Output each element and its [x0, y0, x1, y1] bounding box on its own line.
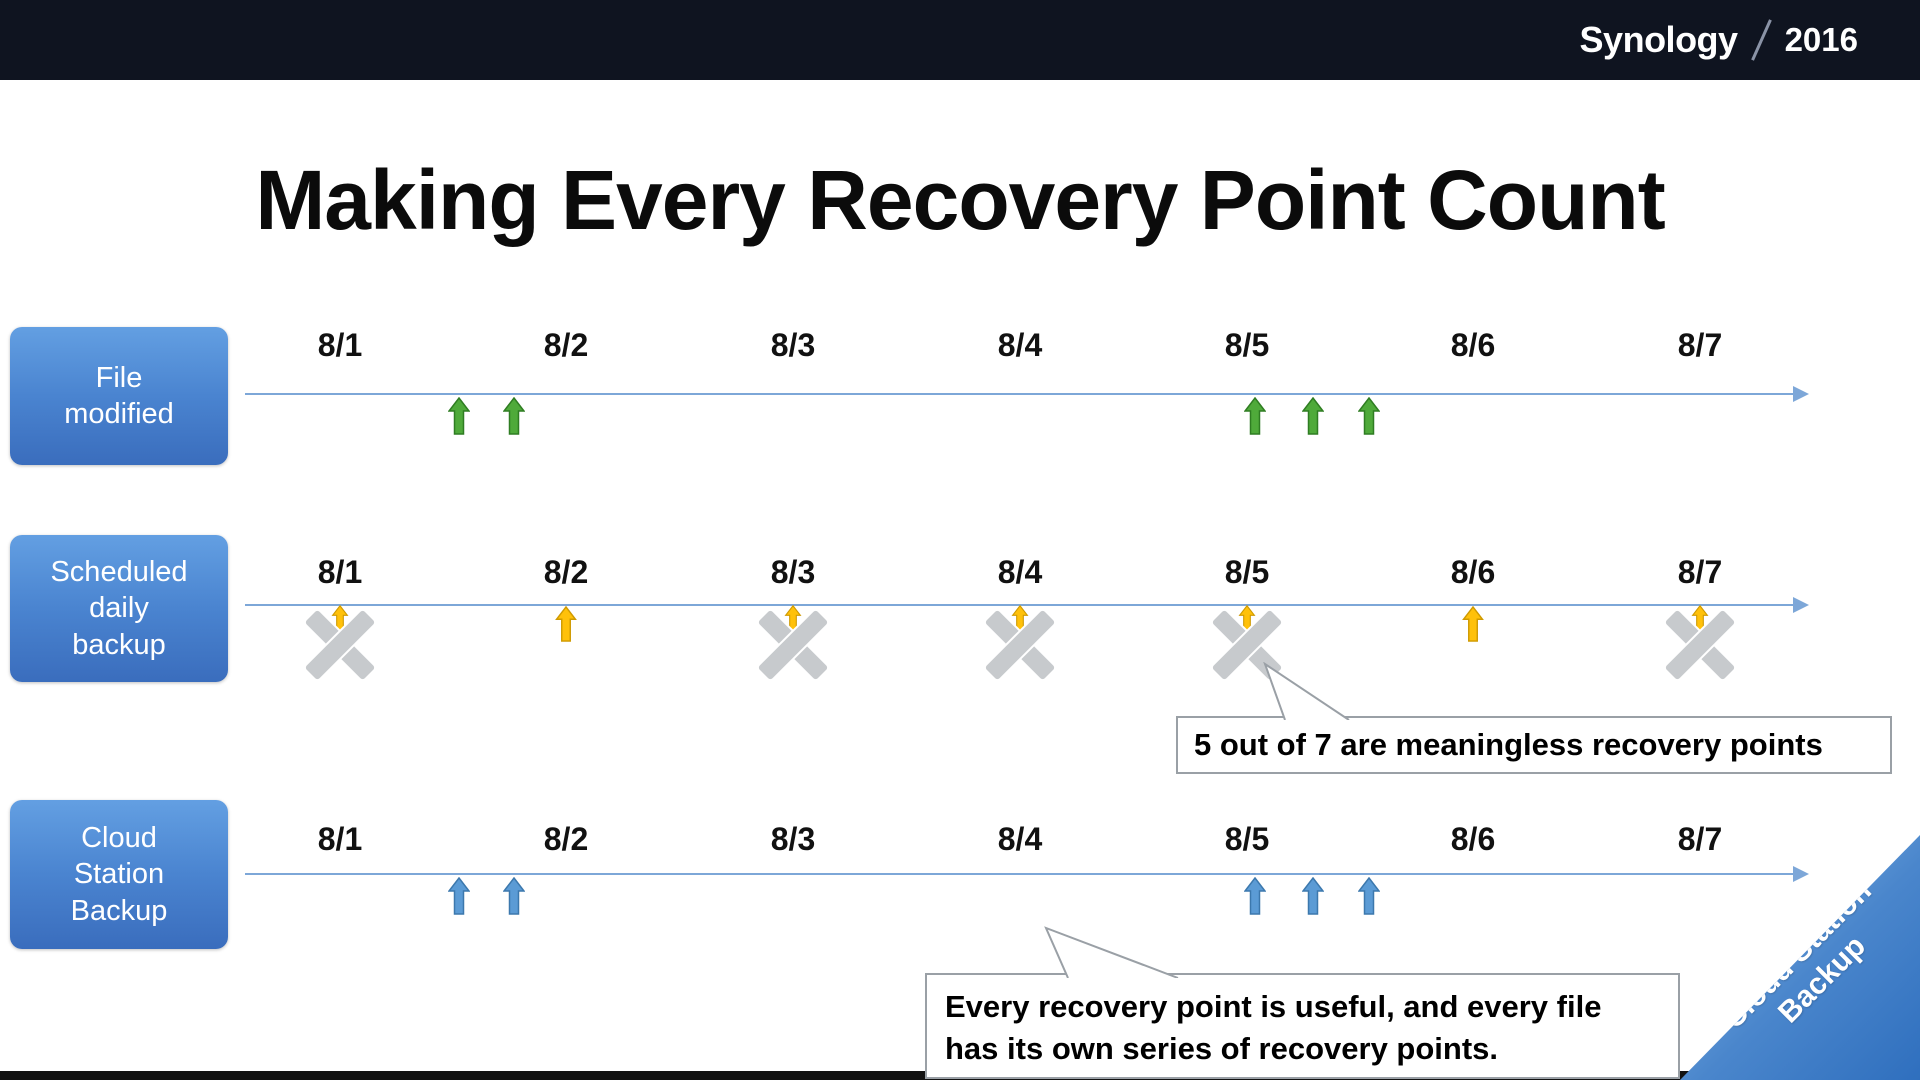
date-label: 8/5: [1224, 821, 1270, 857]
synology-logo: Synology: [1579, 19, 1739, 60]
date-label: 8/3: [770, 327, 816, 363]
date-label: 8/3: [770, 554, 816, 590]
timeline-scheduled-backup: Scheduled daily backup 8/1 8/2 8/3 8/4 8…: [0, 535, 1920, 700]
callout-text-line1: Every recovery point is useful, and ever…: [945, 989, 1602, 1024]
backup-arrow-icon: [1462, 606, 1484, 642]
callout-tail: [1044, 926, 1179, 978]
date-label: 8/2: [543, 327, 589, 363]
date-label: 8/4: [997, 821, 1043, 857]
backup-arrow-icon: [555, 606, 577, 642]
date-label: 8/1: [317, 327, 363, 363]
row-label-scheduled-backup: Scheduled daily backup: [10, 535, 228, 682]
page-title: Making Every Recovery Point Count: [255, 153, 1665, 247]
row-label-cloud-station-backup: Cloud Station Backup: [10, 800, 228, 949]
date-label: 8/6: [1450, 821, 1496, 857]
file-modified-arrow-icon: [448, 397, 470, 435]
date-label: 8/7: [1677, 554, 1723, 590]
cloud-backup-arrow-icon: [1302, 877, 1324, 915]
cloud-backup-arrow-icon: [1358, 877, 1380, 915]
callout-meaningless-points: 5 out of 7 are meaningless recovery poin…: [1176, 716, 1892, 774]
date-label: 8/7: [1677, 327, 1723, 363]
x-mark-icon: [987, 617, 1053, 673]
header-year: 2016: [1784, 21, 1858, 58]
callout-useful-points: Every recovery point is useful, and ever…: [925, 973, 1680, 1079]
date-label: 8/2: [543, 821, 589, 857]
cloud-backup-arrow-icon: [503, 877, 525, 915]
file-modified-arrow-icon: [1244, 397, 1266, 435]
timeline-arrowhead-icon: [1793, 866, 1809, 882]
date-label: 8/1: [317, 821, 363, 857]
timeline-arrowhead-icon: [1793, 386, 1809, 402]
x-mark-icon: [1667, 617, 1733, 673]
x-mark-icon: [760, 617, 826, 673]
timeline-file-modified: File modified 8/1 8/2 8/3 8/4 8/5 8/6 8/…: [0, 327, 1920, 487]
date-label: 8/4: [997, 327, 1043, 363]
callout-text-line2: has its own series of recovery points.: [945, 1030, 1499, 1066]
date-label: 8/6: [1450, 554, 1496, 590]
timeline-line: [245, 393, 1795, 395]
timeline-arrowhead-icon: [1793, 597, 1809, 613]
callout-text: 5 out of 7 are meaningless recovery poin…: [1194, 727, 1823, 762]
file-modified-arrow-icon: [1302, 397, 1324, 435]
timeline-cloud-station-backup: Cloud Station Backup 8/1 8/2 8/3 8/4 8/5…: [0, 800, 1920, 965]
date-label: 8/4: [997, 554, 1043, 590]
x-mark-icon: [307, 617, 373, 673]
date-label: 8/1: [317, 554, 363, 590]
logo-slash-icon: [1750, 19, 1772, 61]
date-label: 8/5: [1224, 327, 1270, 363]
callout-tail: [1263, 662, 1350, 720]
file-modified-arrow-icon: [1358, 397, 1380, 435]
cloud-backup-arrow-icon: [1244, 877, 1266, 915]
date-label: 8/3: [770, 821, 816, 857]
file-modified-arrow-icon: [503, 397, 525, 435]
cloud-backup-arrow-icon: [448, 877, 470, 915]
date-label: 8/7: [1677, 821, 1723, 857]
date-label: 8/6: [1450, 327, 1496, 363]
timeline-line: [245, 873, 1795, 875]
header-bar: Synology 2016: [0, 0, 1920, 80]
date-label: 8/2: [543, 554, 589, 590]
row-label-file-modified: File modified: [10, 327, 228, 465]
date-label: 8/5: [1224, 554, 1270, 590]
